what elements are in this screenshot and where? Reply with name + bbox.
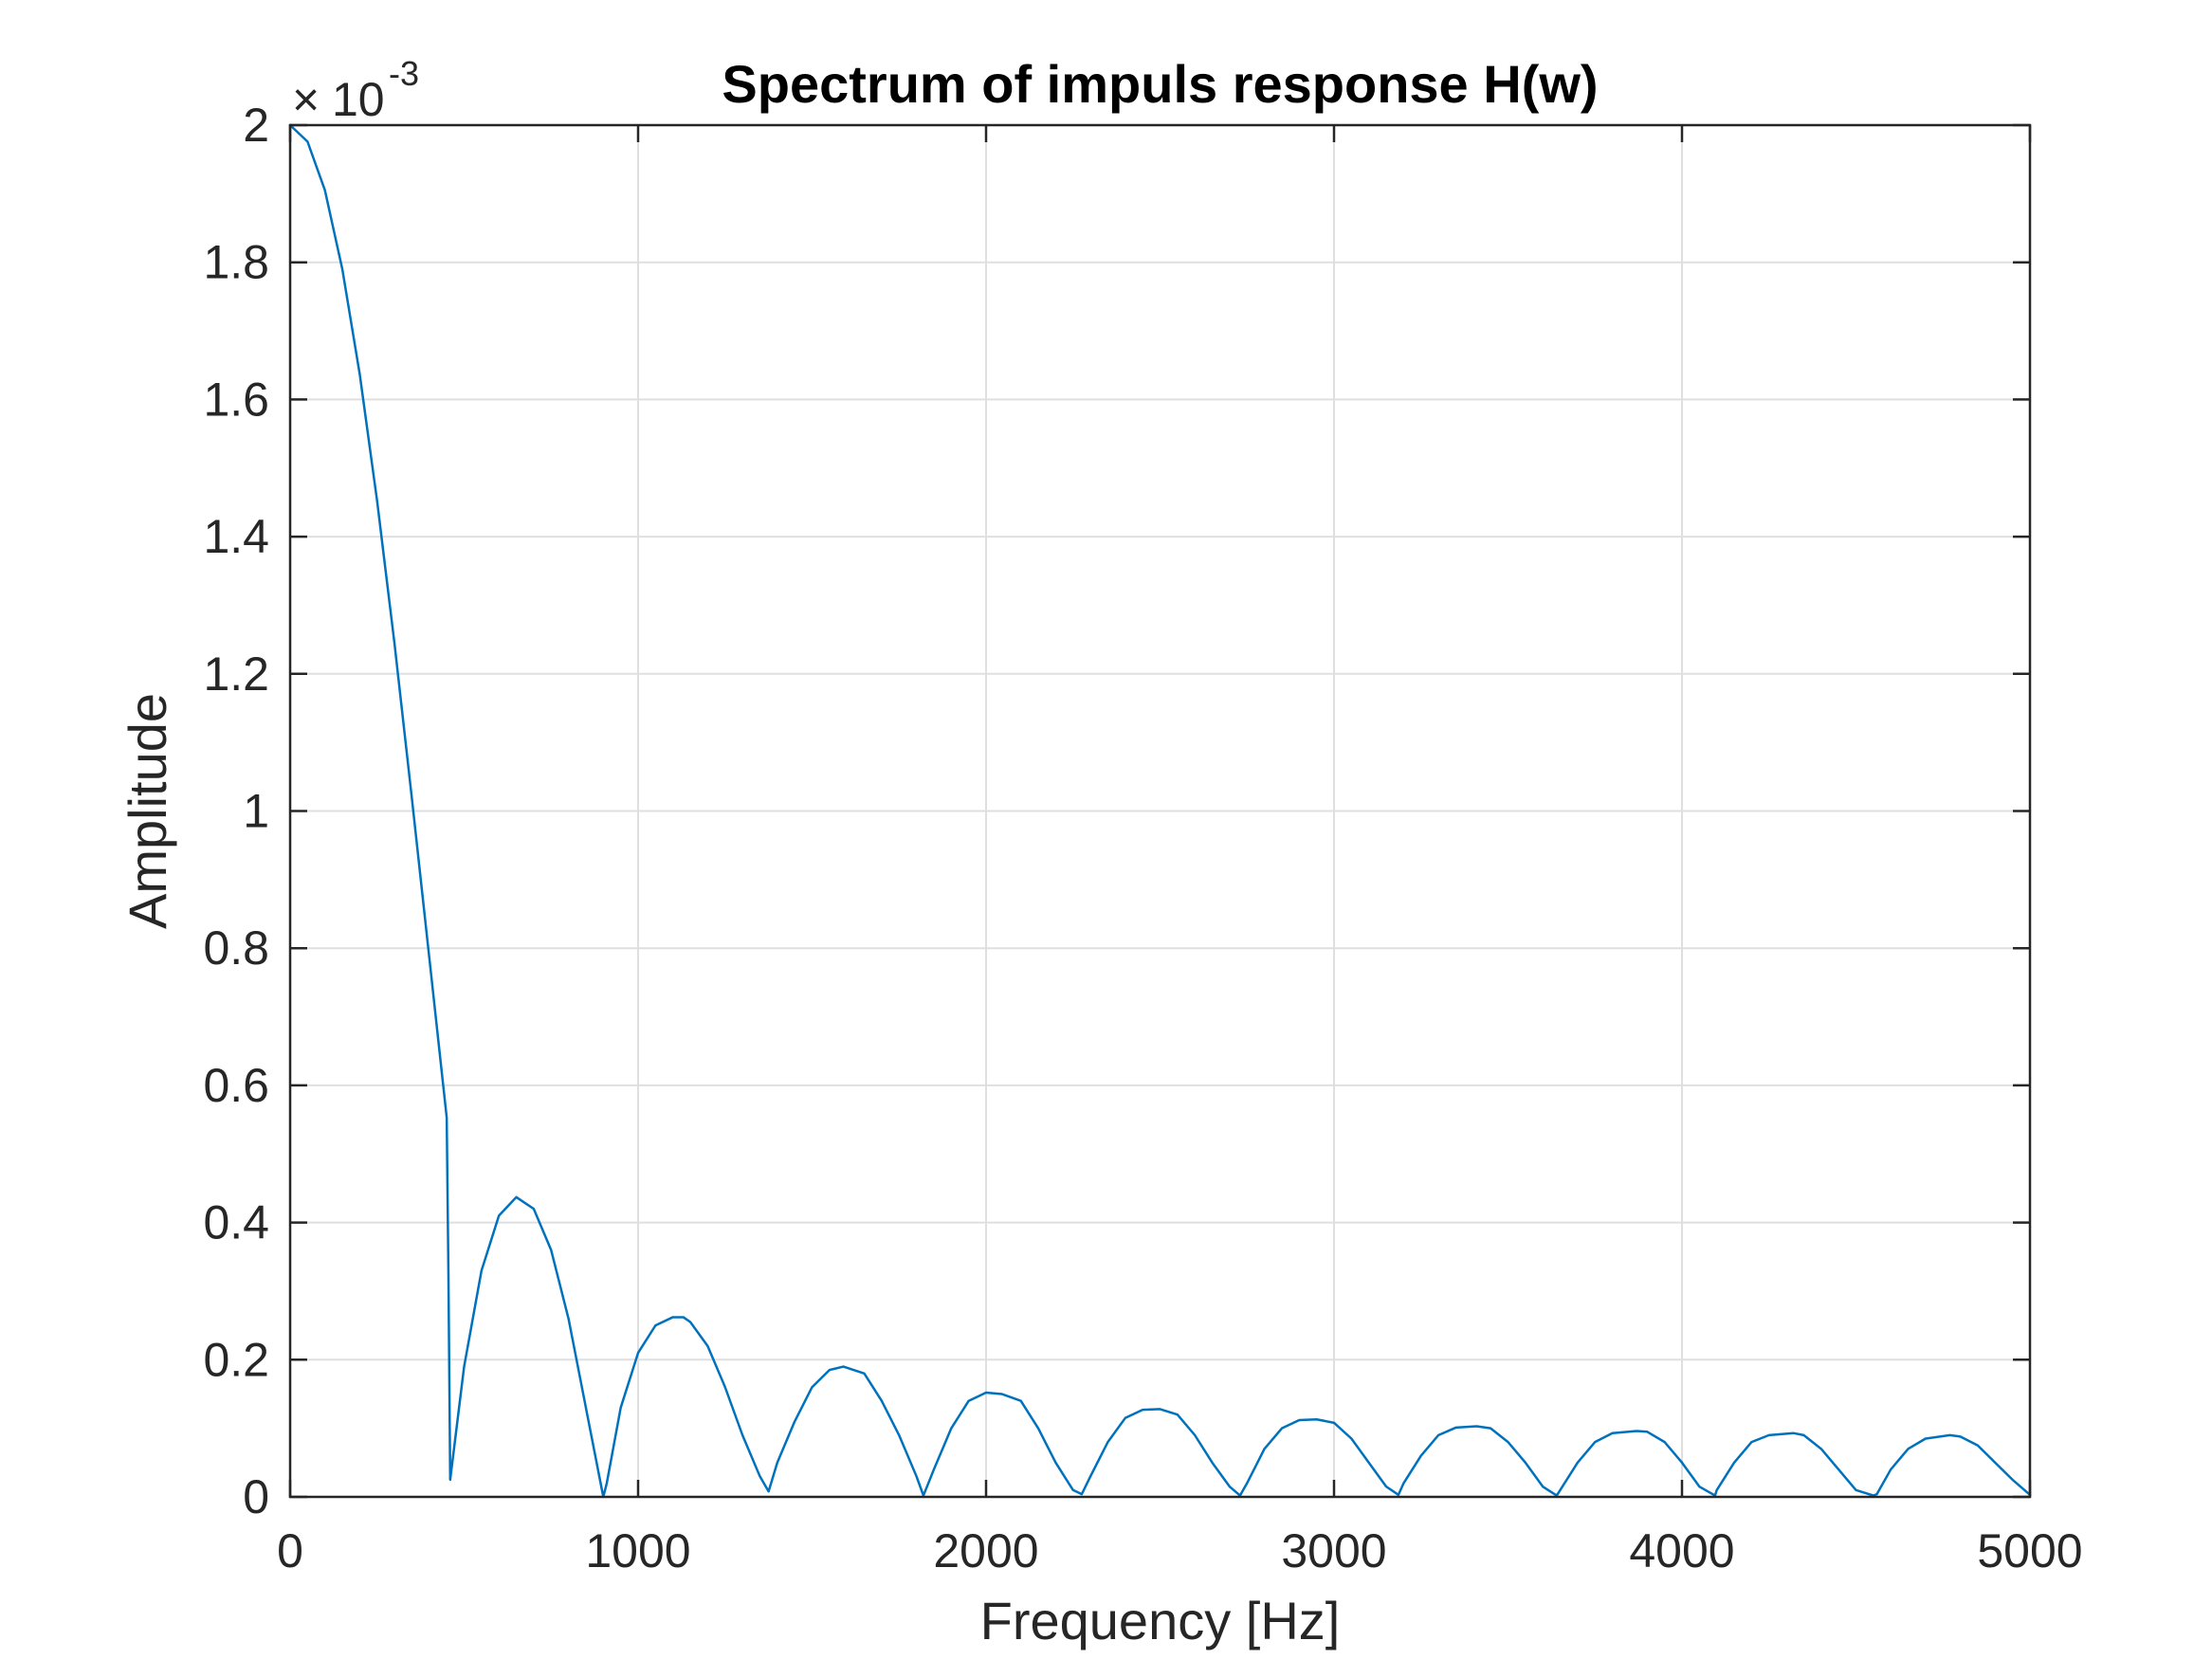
x-axis-label: Frequency [Hz] xyxy=(980,1591,1341,1650)
y-tick-label: 1.6 xyxy=(203,373,269,426)
x-tick-label: 4000 xyxy=(1629,1524,1734,1577)
y-tick-label: 1.4 xyxy=(203,510,269,563)
series-line xyxy=(288,123,2032,1499)
y-tick-label: 1.8 xyxy=(203,236,269,289)
x-tick-label: 3000 xyxy=(1281,1524,1386,1577)
y-tick-label: 0.4 xyxy=(203,1196,269,1249)
tick-labels: 0 1000 2000 3000 4000 5000 0 0.2 0.4 0.6 0.8 1 1.2 1.… xyxy=(203,99,2082,1577)
y-tick-label: 0.8 xyxy=(203,921,269,975)
y-tick-label: 1.2 xyxy=(203,647,269,701)
plot-area xyxy=(288,123,2032,1499)
x-tick-label: 5000 xyxy=(1977,1524,2082,1577)
y-tick-label: 0 xyxy=(243,1470,269,1523)
x-tick-label: 1000 xyxy=(585,1524,690,1577)
y-tick-label: 2 xyxy=(243,99,269,152)
y-exponent-base: 10 xyxy=(332,73,385,126)
x-tick-label: 2000 xyxy=(933,1524,1038,1577)
y-tick-label: 0.6 xyxy=(203,1059,269,1112)
y-exponent-power: -3 xyxy=(389,54,419,93)
ticks xyxy=(288,123,2032,1499)
y-tick-label: 0.2 xyxy=(203,1333,269,1386)
x-tick-label: 0 xyxy=(277,1524,303,1577)
chart-title: Spectrum of impuls response H(w) xyxy=(722,54,1598,114)
y-exponent-label: × 10 -3 xyxy=(292,54,419,126)
y-axis-label: Amplitude xyxy=(118,693,177,929)
y-tick-label: 1 xyxy=(243,785,269,838)
y-exponent-times-sign: × xyxy=(292,73,320,126)
